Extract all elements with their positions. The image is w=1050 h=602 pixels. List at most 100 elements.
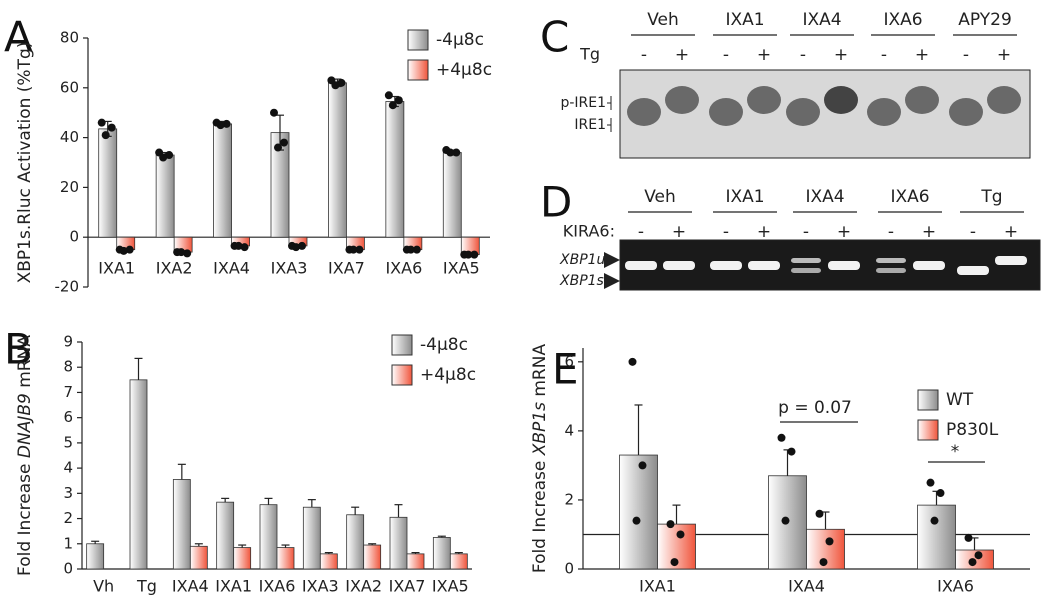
gel-band bbox=[987, 86, 1021, 114]
bar bbox=[385, 101, 405, 238]
lane-group-label: Tg bbox=[980, 187, 1002, 207]
x-tick-label: IXA6 bbox=[385, 259, 422, 278]
gel-band bbox=[747, 86, 781, 114]
annotation: p = 0.07 bbox=[778, 398, 852, 418]
lane-group-label: IXA4 bbox=[805, 187, 844, 207]
legend-swatch bbox=[917, 419, 939, 441]
data-point bbox=[964, 533, 973, 542]
gel-band bbox=[791, 258, 821, 263]
data-point bbox=[446, 148, 455, 157]
gel-band bbox=[949, 98, 983, 126]
x-tick-label: IXA6 bbox=[937, 577, 974, 596]
x-tick-label: IXA2 bbox=[156, 259, 193, 278]
band-label: XBP1u bbox=[559, 252, 606, 268]
bar bbox=[233, 547, 252, 570]
lane-group-label: IXA4 bbox=[802, 10, 841, 30]
bar bbox=[449, 553, 468, 570]
data-point bbox=[464, 250, 473, 259]
data-point bbox=[781, 516, 790, 525]
gel-band bbox=[663, 261, 695, 270]
data-point bbox=[331, 81, 340, 90]
data-point bbox=[119, 246, 128, 255]
gel-band bbox=[791, 268, 821, 273]
data-point bbox=[240, 243, 249, 252]
gel-band bbox=[905, 86, 939, 114]
bar bbox=[389, 516, 408, 570]
lane-group-label: IXA1 bbox=[725, 187, 764, 207]
treatment-label: Tg bbox=[579, 45, 600, 64]
y-tick-label: 1 bbox=[63, 534, 73, 552]
data-point bbox=[337, 78, 346, 87]
lane-group-label: Veh bbox=[644, 187, 676, 207]
bar bbox=[98, 128, 118, 238]
y-tick-label: 80 bbox=[60, 29, 79, 47]
y-tick-label: 4 bbox=[63, 459, 73, 477]
data-point bbox=[394, 96, 403, 105]
data-point bbox=[165, 151, 174, 160]
data-point bbox=[222, 119, 231, 128]
data-point bbox=[666, 520, 675, 529]
lane-sign: - bbox=[800, 45, 806, 65]
y-axis-label-part: XBP1s.Rluc Activation (%Tg) bbox=[15, 42, 35, 284]
data-point bbox=[274, 143, 282, 152]
legend-label: +4μ8c bbox=[420, 365, 476, 385]
panel-label: D bbox=[540, 178, 572, 227]
lane-sign: - bbox=[723, 222, 729, 242]
legend-label: -4μ8c bbox=[420, 335, 468, 355]
y-axis-label-part: Fold Increase bbox=[530, 455, 550, 573]
data-point bbox=[97, 118, 106, 127]
bar bbox=[346, 514, 365, 570]
bar bbox=[216, 501, 235, 570]
y-tick-label: 6 bbox=[63, 408, 73, 426]
treatment-label: KIRA6: bbox=[563, 222, 615, 241]
y-tick-label: 3 bbox=[63, 484, 73, 502]
lane-group-label: APY29 bbox=[958, 10, 1012, 30]
x-tick-label: IXA7 bbox=[389, 577, 426, 596]
lane-group-label: IXA1 bbox=[725, 10, 764, 30]
band-bracket bbox=[607, 118, 612, 132]
data-point bbox=[974, 551, 983, 560]
data-point bbox=[234, 241, 243, 250]
gel-band bbox=[828, 261, 860, 270]
y-tick-label: 0 bbox=[69, 228, 79, 246]
y-tick-label: 6 bbox=[564, 352, 574, 370]
bar bbox=[442, 152, 462, 238]
lane-sign: + bbox=[757, 45, 771, 65]
legend-label: -4μ8c bbox=[436, 30, 484, 50]
bar bbox=[129, 379, 148, 570]
data-point bbox=[159, 153, 168, 162]
bar bbox=[213, 123, 232, 238]
bar bbox=[276, 547, 295, 570]
x-tick-label: IXA6 bbox=[259, 577, 296, 596]
bar bbox=[86, 543, 105, 570]
y-axis-label-part: XBP1s bbox=[530, 402, 550, 456]
bar bbox=[189, 545, 208, 570]
gel-band bbox=[867, 98, 901, 126]
lane-sign: + bbox=[922, 222, 936, 242]
lane-sign: + bbox=[834, 45, 848, 65]
x-tick-label: IXA2 bbox=[345, 577, 382, 596]
band-label: p-IRE1 bbox=[560, 95, 606, 111]
bar bbox=[172, 479, 191, 570]
bar bbox=[432, 537, 451, 570]
lane-sign: + bbox=[675, 45, 689, 65]
data-point bbox=[125, 245, 134, 254]
lane-group-label: IXA6 bbox=[883, 10, 922, 30]
data-point bbox=[384, 91, 393, 100]
data-point bbox=[936, 489, 945, 498]
gel-band bbox=[876, 258, 906, 263]
gel-band bbox=[710, 261, 742, 270]
x-tick-label: IXA4 bbox=[788, 577, 825, 596]
x-tick-label: IXA1 bbox=[639, 577, 676, 596]
bar bbox=[363, 544, 382, 570]
y-axis-label-part: mRNA bbox=[530, 344, 550, 402]
bar bbox=[917, 504, 956, 570]
data-point bbox=[670, 558, 679, 567]
lane-sign: + bbox=[837, 222, 851, 242]
data-point bbox=[632, 516, 641, 525]
x-tick-label: Vh bbox=[93, 577, 114, 596]
y-axis-label-part: Fold Increase bbox=[15, 458, 35, 576]
lane-sign: + bbox=[757, 222, 771, 242]
y-axis-label: Fold Increase DNAJB9 mRNA bbox=[15, 335, 35, 576]
lane-sign: - bbox=[963, 45, 969, 65]
